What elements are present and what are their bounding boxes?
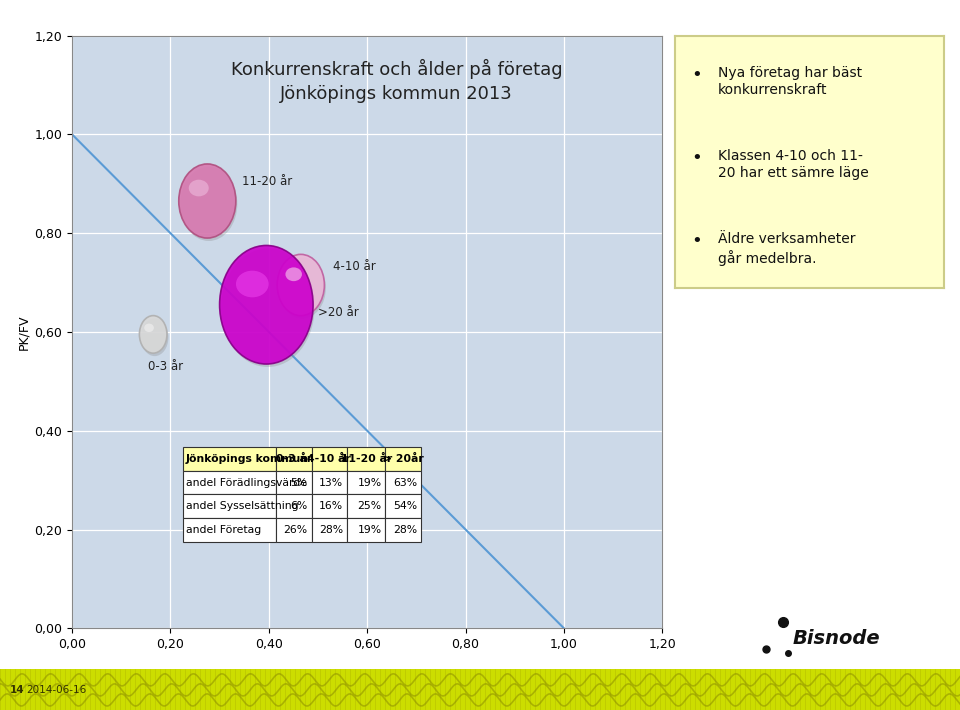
Text: 4-10 år: 4-10 år (333, 260, 375, 273)
Text: Äldre verksamheter
går medelbra.: Äldre verksamheter går medelbra. (718, 232, 855, 266)
Text: > 20år: > 20år (383, 454, 423, 464)
Bar (182, 471, 276, 494)
Text: 5%: 5% (291, 478, 307, 488)
Bar (276, 518, 312, 542)
Bar (182, 447, 276, 471)
Ellipse shape (141, 319, 168, 356)
Bar (347, 518, 385, 542)
Bar (276, 471, 312, 494)
Text: •: • (691, 66, 702, 84)
Text: Bisnode: Bisnode (792, 629, 880, 648)
Text: 19%: 19% (357, 478, 381, 488)
Text: •: • (691, 149, 702, 167)
Text: 2014-06-16: 2014-06-16 (26, 685, 86, 695)
Ellipse shape (179, 164, 236, 238)
Bar (347, 494, 385, 518)
Text: Konkurrenskraft och ålder på företag
Jönköpings kommun 2013: Konkurrenskraft och ålder på företag Jön… (231, 59, 563, 103)
Text: •: • (691, 232, 702, 250)
Text: 16%: 16% (319, 501, 343, 511)
Text: >20 år: >20 år (318, 306, 359, 319)
Text: 0-3 år: 0-3 år (276, 454, 312, 464)
Text: 11-20 år: 11-20 år (242, 175, 292, 187)
Text: Klassen 4-10 och 11-
20 har ett sämre läge: Klassen 4-10 och 11- 20 har ett sämre lä… (718, 149, 869, 180)
Bar (385, 518, 420, 542)
Text: Nya företag har bäst
konkurrenskraft: Nya företag har bäst konkurrenskraft (718, 66, 862, 97)
Ellipse shape (221, 248, 315, 367)
Text: 11-20 år: 11-20 år (341, 454, 392, 464)
Ellipse shape (189, 180, 208, 197)
Bar (312, 447, 347, 471)
Text: 13%: 13% (319, 478, 343, 488)
Bar (385, 494, 420, 518)
Text: 6%: 6% (291, 501, 307, 511)
Text: andel Företag: andel Företag (185, 525, 261, 535)
Text: andel Sysselsättning: andel Sysselsättning (185, 501, 299, 511)
Text: 63%: 63% (393, 478, 417, 488)
Text: 26%: 26% (283, 525, 307, 535)
Ellipse shape (236, 271, 269, 297)
Bar (312, 494, 347, 518)
Ellipse shape (278, 257, 325, 319)
Text: 4-10 år: 4-10 år (307, 454, 351, 464)
Text: 28%: 28% (393, 525, 417, 535)
Bar (385, 447, 420, 471)
Ellipse shape (180, 167, 237, 241)
Bar (312, 518, 347, 542)
Ellipse shape (139, 316, 167, 353)
Text: 14: 14 (10, 685, 25, 695)
Text: 0-3 år: 0-3 år (148, 360, 183, 373)
Ellipse shape (285, 268, 302, 281)
Text: 25%: 25% (357, 501, 381, 511)
Text: 54%: 54% (393, 501, 417, 511)
Ellipse shape (144, 324, 154, 332)
Bar (347, 447, 385, 471)
Bar (347, 471, 385, 494)
Text: andel Förädlingsvärde: andel Förädlingsvärde (185, 478, 306, 488)
Bar (312, 471, 347, 494)
Bar (276, 447, 312, 471)
Text: Jönköpings kommun: Jönköpings kommun (185, 454, 309, 464)
Text: KK/FV: KK/FV (704, 670, 740, 683)
Bar (276, 494, 312, 518)
Bar (182, 494, 276, 518)
Text: 28%: 28% (319, 525, 343, 535)
Ellipse shape (277, 254, 324, 316)
Bar (385, 471, 420, 494)
Bar (182, 518, 276, 542)
Ellipse shape (220, 246, 313, 364)
Text: 19%: 19% (357, 525, 381, 535)
Y-axis label: PK/FV: PK/FV (17, 314, 30, 349)
